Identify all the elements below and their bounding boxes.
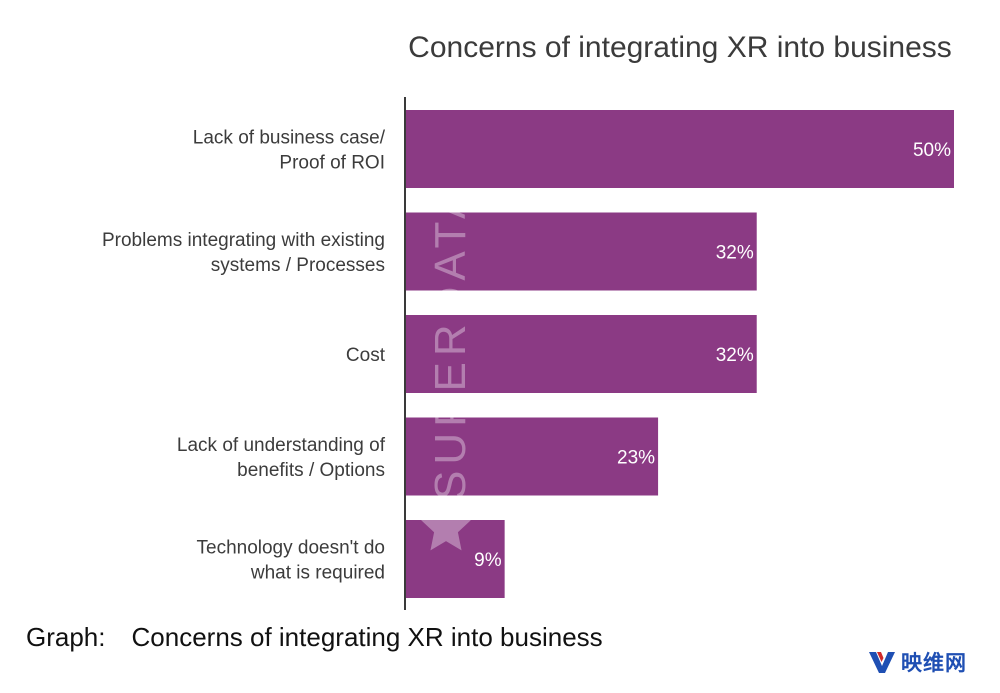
- logo-text: 映维网: [901, 651, 967, 675]
- bar-value-label: 23%: [617, 448, 655, 469]
- bars-group: 50% Lack of business case/Proof of ROI 32%…: [102, 110, 954, 598]
- watermark: SUPERDATA: [421, 184, 475, 551]
- caption-prefix: Graph:: [26, 622, 106, 652]
- bar-value-label: 9%: [474, 550, 502, 571]
- caption: Graph: Concerns of integrating XR into bu…: [26, 622, 603, 653]
- category-label: Lack of business case/: [193, 128, 386, 149]
- bar: [406, 417, 659, 496]
- yingwei-logo-icon: [869, 652, 895, 673]
- chart-title: Concerns of integrating XR into business: [408, 31, 952, 64]
- bar: [406, 520, 505, 598]
- watermark-text: SUPERDATA: [426, 184, 475, 500]
- bar: [406, 212, 757, 291]
- category-label: Cost: [346, 345, 386, 366]
- bar-value-label: 32%: [716, 345, 754, 366]
- bar-value-label: 50%: [913, 140, 951, 161]
- bar: [406, 315, 757, 393]
- category-label: systems / Processes: [211, 255, 385, 276]
- site-logo: 映维网: [868, 647, 967, 677]
- category-label: Technology doesn't do: [197, 538, 386, 559]
- bar-value-label: 32%: [716, 243, 754, 264]
- caption-text: Concerns of integrating XR into business: [131, 622, 603, 652]
- category-label: Proof of ROI: [279, 153, 385, 174]
- bar: [406, 110, 954, 188]
- category-label: what is required: [250, 563, 385, 584]
- star-icon: [421, 502, 471, 551]
- category-label: Lack of understanding of: [177, 435, 386, 456]
- category-label: Problems integrating with existing: [102, 230, 385, 251]
- category-label: benefits / Options: [237, 460, 385, 481]
